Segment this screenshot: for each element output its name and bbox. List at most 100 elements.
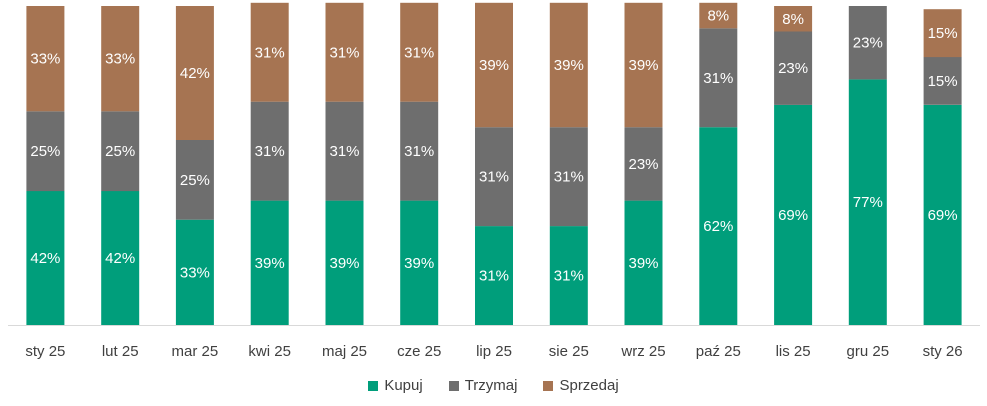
bar-kupuj-7: [549, 226, 588, 325]
bar-kupuj-9: [699, 127, 738, 325]
bar-kupuj-10: [774, 104, 813, 326]
x-tick-label-2: mar 25: [172, 343, 219, 360]
x-tick-label-12: sty 26: [923, 343, 963, 360]
legend: Kupuj Trzymaj Sprzedaj: [0, 377, 987, 394]
data-label-trzymaj-12: 15%: [928, 73, 958, 90]
bar-kupuj-2: [175, 219, 214, 325]
data-label-kupuj-10: 69%: [778, 207, 808, 224]
bar-trzymaj-0: [26, 111, 65, 192]
data-label-trzymaj-0: 25%: [30, 143, 60, 160]
x-tick-label-11: gru 25: [847, 343, 890, 360]
bar-kupuj-8: [624, 200, 663, 325]
data-label-sprzedaj-0: 33%: [30, 51, 60, 68]
data-label-trzymaj-8: 23%: [628, 156, 658, 173]
data-label-trzymaj-7: 31%: [554, 169, 584, 186]
data-label-kupuj-2: 33%: [180, 264, 210, 281]
x-tick-label-6: lip 25: [476, 343, 512, 360]
data-label-sprzedaj-2: 42%: [180, 65, 210, 82]
bar-sprzedaj-1: [101, 6, 140, 112]
data-label-sprzedaj-3: 31%: [255, 44, 285, 61]
bar-kupuj-5: [400, 200, 439, 325]
bar-sprzedaj-9: [699, 2, 738, 29]
x-tick-label-9: paź 25: [696, 343, 741, 360]
bar-trzymaj-12: [923, 57, 962, 105]
bar-kupuj-11: [848, 79, 887, 326]
data-label-kupuj-9: 62%: [703, 218, 733, 235]
data-label-sprzedaj-10: 8%: [782, 11, 804, 28]
data-label-sprzedaj-8: 39%: [628, 57, 658, 74]
x-tick-label-0: sty 25: [25, 343, 65, 360]
bar-sprzedaj-0: [26, 6, 65, 112]
bar-kupuj-4: [325, 200, 364, 325]
x-tick-label-4: maj 25: [322, 343, 367, 360]
data-label-sprzedaj-7: 39%: [554, 57, 584, 74]
bar-sprzedaj-2: [175, 6, 214, 140]
bar-kupuj-0: [26, 191, 65, 325]
bar-trzymaj-1: [101, 111, 140, 192]
bar-trzymaj-11: [848, 6, 887, 80]
legend-item-trzymaj: Trzymaj: [448, 377, 518, 394]
bar-sprzedaj-3: [250, 2, 289, 102]
legend-swatch-sprzedaj: [543, 380, 554, 391]
x-tick-label-10: lis 25: [776, 343, 811, 360]
bar-sprzedaj-7: [549, 2, 588, 128]
bar-kupuj-6: [475, 226, 513, 325]
bar-sprzedaj-12: [923, 9, 962, 58]
bar-trzymaj-3: [250, 101, 289, 201]
bar-sprzedaj-5: [400, 2, 439, 102]
legend-label-sprzedaj: Sprzedaj: [559, 377, 619, 394]
data-label-trzymaj-2: 25%: [180, 172, 210, 189]
data-label-trzymaj-10: 23%: [778, 60, 808, 77]
data-label-kupuj-7: 31%: [554, 268, 584, 285]
data-label-trzymaj-3: 31%: [255, 143, 285, 160]
data-label-kupuj-4: 39%: [329, 255, 359, 272]
data-label-kupuj-8: 39%: [628, 255, 658, 272]
x-tick-label-5: cze 25: [397, 343, 441, 360]
data-label-kupuj-5: 39%: [404, 255, 434, 272]
data-label-trzymaj-6: 31%: [479, 169, 509, 186]
data-label-sprzedaj-4: 31%: [329, 44, 359, 61]
bar-trzymaj-4: [325, 101, 364, 201]
bar-kupuj-3: [250, 200, 289, 325]
data-label-kupuj-12: 69%: [928, 207, 958, 224]
data-label-sprzedaj-9: 8%: [707, 8, 729, 25]
data-label-kupuj-0: 42%: [30, 250, 60, 267]
legend-swatch-trzymaj: [448, 380, 459, 391]
legend-item-sprzedaj: Sprzedaj: [543, 377, 619, 394]
data-label-sprzedaj-1: 33%: [105, 51, 135, 68]
bar-sprzedaj-8: [624, 2, 663, 128]
bar-trzymaj-6: [475, 127, 513, 227]
data-label-kupuj-1: 42%: [105, 250, 135, 267]
bar-kupuj-1: [101, 191, 140, 325]
x-tick-label-3: kwi 25: [248, 343, 291, 360]
x-tick-label-1: lut 25: [102, 343, 139, 360]
legend-item-kupuj: Kupuj: [368, 377, 423, 394]
data-label-kupuj-11: 77%: [853, 194, 883, 211]
data-label-kupuj-3: 39%: [255, 255, 285, 272]
data-label-trzymaj-4: 31%: [329, 143, 359, 160]
bar-sprzedaj-10: [774, 6, 813, 32]
bar-trzymaj-5: [400, 101, 439, 201]
bar-trzymaj-10: [774, 31, 813, 105]
data-label-trzymaj-11: 23%: [853, 35, 883, 52]
bar-trzymaj-9: [699, 28, 738, 128]
legend-swatch-kupuj: [368, 380, 379, 391]
bar-sprzedaj-4: [325, 2, 364, 102]
data-label-sprzedaj-5: 31%: [404, 44, 434, 61]
data-label-kupuj-6: 31%: [479, 268, 509, 285]
x-tick-label-8: wrz 25: [620, 343, 665, 360]
data-label-sprzedaj-6: 39%: [479, 57, 509, 74]
legend-label-trzymaj: Trzymaj: [464, 377, 518, 394]
x-tick-label-7: sie 25: [549, 343, 589, 360]
legend-label-kupuj: Kupuj: [384, 377, 423, 394]
bar-trzymaj-7: [549, 127, 588, 227]
bar-trzymaj-2: [175, 140, 214, 220]
data-label-trzymaj-5: 31%: [404, 143, 434, 160]
bar-trzymaj-8: [624, 127, 663, 201]
bar-sprzedaj-6: [475, 2, 513, 128]
data-label-trzymaj-1: 25%: [105, 143, 135, 160]
bar-kupuj-12: [923, 104, 962, 326]
data-label-sprzedaj-12: 15%: [928, 25, 958, 42]
data-label-trzymaj-9: 31%: [703, 70, 733, 87]
